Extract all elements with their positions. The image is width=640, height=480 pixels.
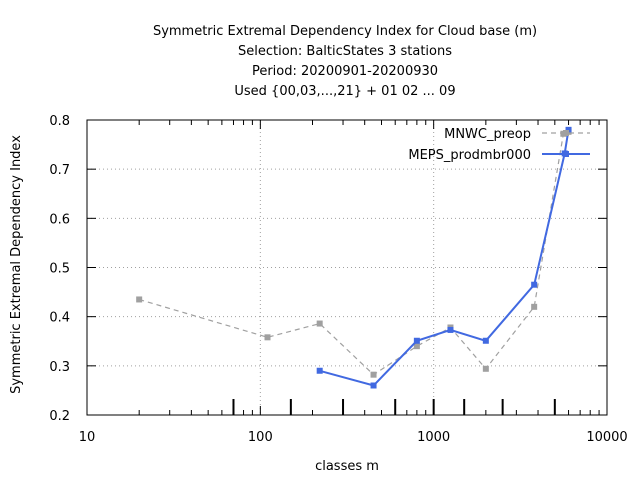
legend-label: MNWC_preop: [444, 127, 531, 142]
series-point: [370, 382, 377, 389]
series-point: [136, 296, 143, 303]
x-tick-label: 1000: [417, 430, 450, 445]
y-axis-label: Symmetric Extremal Dependency Index: [9, 135, 24, 394]
x-axis-label: classes m: [315, 459, 379, 474]
legend-marker: [563, 151, 569, 157]
series-layer: [136, 126, 572, 389]
series-point: [447, 326, 454, 333]
x-tick-label: 10000: [586, 430, 627, 445]
chart-title-line: Symmetric Extremal Dependency Index for …: [153, 24, 537, 39]
y-tick-label: 0.6: [49, 212, 70, 227]
series-point: [482, 365, 489, 372]
legend: MNWC_preop MEPS_prodmbr000: [408, 127, 590, 163]
legend-label: MEPS_prodmbr000: [408, 148, 531, 163]
y-tick-label: 0.3: [49, 360, 70, 375]
y-tick-label: 0.8: [49, 114, 70, 129]
series-point: [316, 367, 323, 374]
series-line-0: [139, 131, 569, 376]
series-point: [264, 334, 271, 341]
x-tick-label: 100: [248, 430, 273, 445]
series-point: [413, 343, 420, 350]
y-tick-label: 0.2: [49, 409, 70, 424]
chart-title: Symmetric Extremal Dependency Index for …: [153, 24, 537, 99]
x-tick-label: 10: [79, 430, 96, 445]
class-markers: [232, 399, 556, 415]
series-point: [565, 126, 572, 133]
y-tick-label: 0.7: [49, 163, 70, 178]
grid: [87, 120, 607, 415]
axes: 10 100 1000 10000 0.2 0.3 0.4 0.5 0.6 0.7 0.8: [49, 114, 627, 445]
chart-title-line: Selection: BalticStates 3 stations: [238, 44, 452, 59]
chart-title-line: Period: 20200901-20200930: [252, 64, 438, 79]
series-point: [413, 337, 420, 344]
series-line-1: [319, 129, 570, 387]
series-point: [531, 303, 538, 310]
series-point: [316, 320, 323, 327]
y-tick-label: 0.4: [49, 311, 70, 326]
series-point: [482, 337, 489, 344]
legend-marker: [563, 130, 569, 136]
y-tick-label: 0.5: [49, 262, 70, 277]
chart-title-line: Used {00,03,...,21} + 01 02 ... 09: [234, 84, 455, 99]
series-point: [370, 371, 377, 378]
series-point: [531, 281, 538, 288]
